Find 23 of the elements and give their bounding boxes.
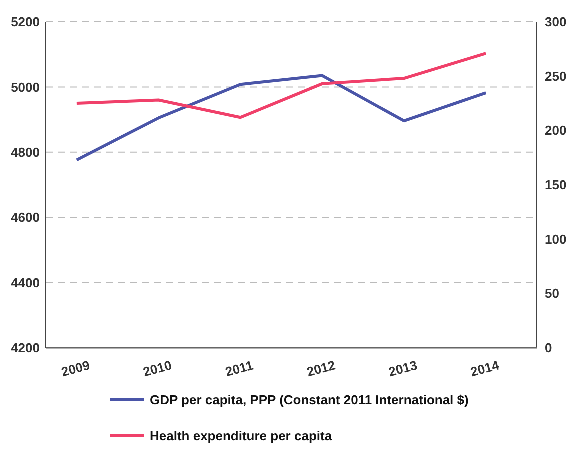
- legend-label: GDP per capita, PPP (Constant 2011 International $): [150, 392, 469, 408]
- y-tick-label: 4800: [11, 144, 40, 160]
- y-tick-label: 5200: [11, 14, 40, 30]
- line-series: [75, 52, 488, 120]
- line-series: [75, 74, 488, 162]
- y2-tick-label: 50: [545, 286, 560, 302]
- legend-label: Health expenditure per capita: [150, 428, 333, 444]
- x-tick-label: 2011: [224, 358, 255, 380]
- y2-tick-label: 0: [545, 340, 552, 356]
- x-tick-label: 2014: [469, 357, 502, 380]
- y2-tick-label: 250: [545, 68, 567, 84]
- y2-tick-label: 150: [545, 178, 567, 193]
- y-tick-label: 5000: [11, 80, 40, 95]
- x-tick-label: 2013: [387, 358, 419, 380]
- y-tick-label: 4600: [11, 210, 40, 226]
- y-tick-label: 4200: [11, 340, 40, 356]
- x-tick-label: 2009: [60, 358, 92, 380]
- y2-tick-label: 100: [545, 232, 567, 247]
- x-tick-label: 2010: [142, 358, 174, 380]
- y-tick-label: 4400: [11, 275, 40, 290]
- y2-tick-label: 200: [545, 123, 567, 138]
- y2-tick-label: 300: [545, 14, 567, 30]
- x-tick-label: 2012: [305, 358, 338, 380]
